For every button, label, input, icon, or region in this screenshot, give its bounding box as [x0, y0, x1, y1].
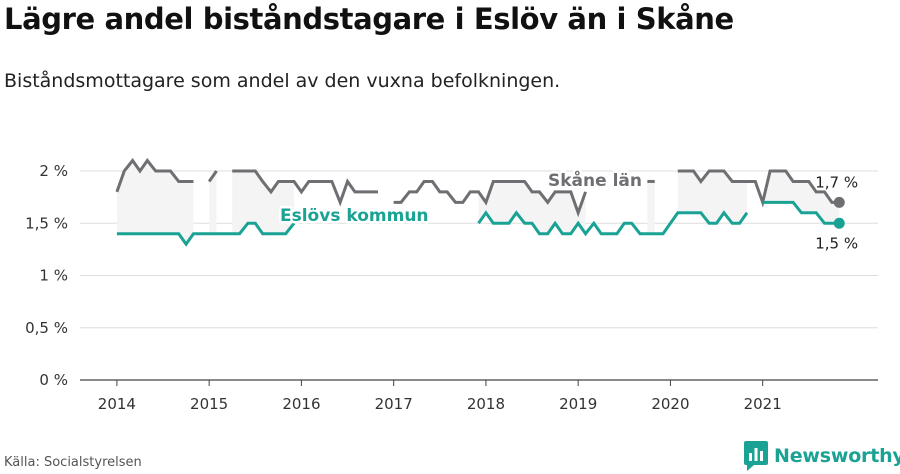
- x-tick-label: 2019: [559, 395, 597, 413]
- x-tick-label: 2015: [190, 395, 228, 413]
- y-tick-label: 1,5 %: [25, 214, 68, 232]
- skane-lan-line: [115, 158, 194, 193]
- skane-lan-line: [677, 169, 840, 208]
- y-tick-label: 0 %: [39, 371, 68, 389]
- newsworthy-brand: Newsworthy: [744, 440, 900, 472]
- chart-subtitle: Biståndsmottagare som andel av den vuxna…: [4, 70, 561, 92]
- skane-lan-line: [207, 170, 218, 183]
- source-note: Källa: Socialstyrelsen: [4, 455, 142, 470]
- x-tick-label: 2014: [98, 395, 136, 413]
- eslovs-kommun-label: Eslövs kommun: [280, 206, 429, 226]
- x-tick-label: 2017: [375, 395, 413, 413]
- gap-shade: [232, 171, 295, 234]
- x-tick-label: 2018: [467, 395, 505, 413]
- y-tick-label: 2 %: [39, 162, 68, 180]
- gap-shade: [116, 160, 194, 245]
- eslovs-kommun-end-label: 1,5 %: [815, 234, 858, 252]
- eslovs-kommun-line: [116, 221, 296, 247]
- newsworthy-logo-icon: [744, 441, 768, 471]
- gap-shade: [677, 171, 747, 224]
- skane-lan-line: [393, 179, 587, 218]
- gap-shade: [209, 171, 217, 234]
- gap-shade: [762, 171, 840, 224]
- eslovs-kommun-line: [762, 200, 840, 225]
- gap-shade: [478, 181, 586, 234]
- x-tick-label: 2020: [651, 395, 689, 413]
- x-tick-label: 2016: [282, 395, 320, 413]
- x-tick-label: 2021: [744, 395, 782, 413]
- eslovs-kommun-line: [477, 210, 749, 237]
- skane-lan-line: [232, 169, 378, 207]
- skane-lan-label: Skåne län: [548, 169, 642, 191]
- gap-shade: [647, 181, 655, 234]
- skane-lan-end-point: [833, 196, 845, 208]
- y-tick-label: 0,5 %: [25, 319, 68, 337]
- brand-name: Newsworthy: [774, 445, 900, 467]
- chart-title: Lägre andel biståndstagare i Eslöv än i …: [4, 2, 734, 36]
- skane-lan-end-label: 1,7 %: [815, 173, 858, 191]
- y-tick-label: 1 %: [39, 267, 68, 285]
- eslovs-kommun-end-point: [833, 217, 845, 229]
